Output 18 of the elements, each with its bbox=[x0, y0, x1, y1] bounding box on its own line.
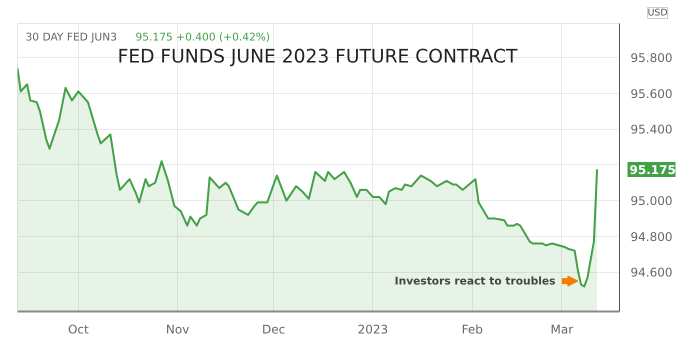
x-tick-label: 2023 bbox=[358, 322, 388, 336]
annotation: 30 DAY FED JUN3 bbox=[26, 30, 117, 44]
y-tick-label: 95.000 bbox=[630, 194, 672, 208]
annotation: Investors react to troubles bbox=[394, 274, 556, 288]
y-tick-label: 95.600 bbox=[630, 86, 672, 101]
x-tick-label: Oct bbox=[68, 322, 90, 336]
x-tick-label: Mar bbox=[550, 322, 574, 336]
x-tick-label: Dec bbox=[262, 322, 286, 336]
y-tick-label: 94.600 bbox=[630, 266, 672, 280]
annotation: 95.175 bbox=[630, 162, 676, 177]
text: USD bbox=[648, 8, 668, 18]
y-tick-label: 95.800 bbox=[630, 50, 672, 65]
x-tick-label: Nov bbox=[166, 322, 190, 336]
y-tick-label: 94.800 bbox=[630, 230, 672, 244]
annotation: 95.175 +0.400 (+0.42%) bbox=[136, 30, 270, 44]
x-tick-label: Feb bbox=[462, 322, 483, 336]
y-tick-label: 95.400 bbox=[630, 122, 672, 137]
text: FED FUNDS JUNE 2023 FUTURE CONTRACT bbox=[118, 46, 518, 68]
